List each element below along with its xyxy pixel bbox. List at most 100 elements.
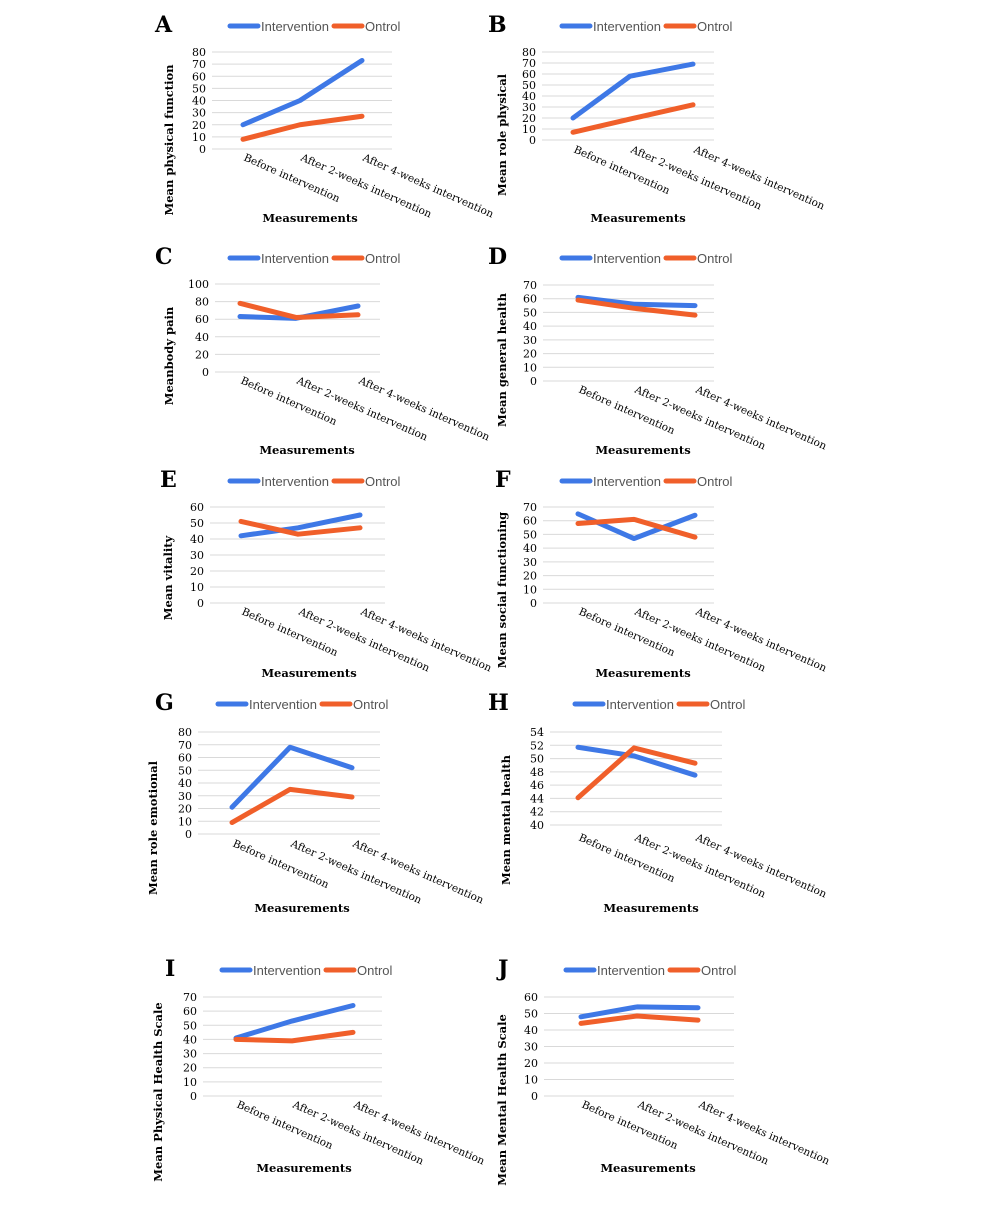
x-axis-title: Measurements bbox=[595, 443, 690, 457]
legend-label: Intervention bbox=[606, 697, 674, 712]
y-tick-label: 40 bbox=[523, 320, 537, 333]
legend-label: Intervention bbox=[261, 474, 329, 489]
y-tick-label: 20 bbox=[178, 803, 192, 816]
legend-label: Ontrol bbox=[357, 963, 393, 978]
y-tick-label: 30 bbox=[523, 334, 537, 347]
y-tick-label: 10 bbox=[183, 1076, 197, 1089]
y-tick-label: 48 bbox=[530, 766, 544, 779]
legend-label: Intervention bbox=[249, 697, 317, 712]
y-tick-label: 80 bbox=[192, 46, 206, 59]
y-tick-label: 50 bbox=[190, 517, 204, 530]
y-tick-label: 50 bbox=[523, 528, 537, 541]
chart-panel-c: C Intervention Ontrol 0 20 40 60 80 100 Before in… bbox=[155, 244, 492, 457]
y-tick-label: 0 bbox=[190, 1090, 197, 1103]
y-tick-label: 42 bbox=[530, 806, 544, 819]
panel-label: C bbox=[155, 244, 173, 270]
y-tick-label: 0 bbox=[529, 134, 536, 147]
legend-label: Intervention bbox=[593, 474, 661, 489]
y-tick-label: 80 bbox=[178, 726, 192, 739]
y-tick-label: 10 bbox=[190, 581, 204, 594]
y-tick-label: 40 bbox=[524, 1024, 538, 1037]
y-axis-title: Meanbody pain bbox=[162, 306, 176, 405]
legend-label: Ontrol bbox=[697, 474, 733, 489]
y-tick-label: 70 bbox=[522, 57, 536, 70]
y-axis-title: Mean physical function bbox=[162, 64, 176, 216]
y-tick-label: 40 bbox=[530, 819, 544, 832]
y-tick-label: 10 bbox=[523, 361, 537, 374]
y-tick-label: 40 bbox=[523, 542, 537, 555]
y-tick-label: 30 bbox=[178, 790, 192, 803]
x-category-label: Before intervention bbox=[577, 384, 677, 437]
y-tick-label: 60 bbox=[178, 752, 192, 765]
series-line-control bbox=[570, 102, 696, 135]
panel-label: D bbox=[488, 244, 507, 270]
y-tick-label: 10 bbox=[522, 123, 536, 136]
y-tick-label: 20 bbox=[523, 570, 537, 583]
y-tick-label: 50 bbox=[192, 82, 206, 95]
legend-label: Ontrol bbox=[697, 19, 733, 34]
y-tick-label: 80 bbox=[522, 46, 536, 59]
y-tick-label: 20 bbox=[523, 348, 537, 361]
y-tick-label: 30 bbox=[523, 556, 537, 569]
x-axis-title: Measurements bbox=[259, 443, 354, 457]
series-line-intervention bbox=[240, 57, 365, 128]
y-tick-label: 30 bbox=[183, 1048, 197, 1061]
y-tick-label: 70 bbox=[523, 501, 537, 514]
y-axis-title: Mean vitality bbox=[161, 535, 175, 620]
y-tick-label: 10 bbox=[523, 583, 537, 596]
y-tick-label: 54 bbox=[530, 726, 544, 739]
y-tick-label: 70 bbox=[183, 991, 197, 1004]
y-tick-label: 50 bbox=[524, 1008, 538, 1021]
y-axis-title: Mean general health bbox=[495, 292, 509, 427]
y-tick-label: 100 bbox=[188, 278, 209, 291]
y-tick-label: 60 bbox=[192, 70, 206, 83]
y-tick-label: 10 bbox=[192, 131, 206, 144]
legend-label: Intervention bbox=[261, 251, 329, 266]
y-tick-label: 50 bbox=[530, 753, 544, 766]
legend-label: Intervention bbox=[253, 963, 321, 978]
y-tick-label: 0 bbox=[185, 828, 192, 841]
y-tick-label: 70 bbox=[178, 739, 192, 752]
y-tick-label: 60 bbox=[523, 515, 537, 528]
x-axis-title: Measurements bbox=[256, 1161, 351, 1175]
y-axis-title: Mean mental health bbox=[499, 754, 513, 885]
x-axis-title: Measurements bbox=[590, 211, 685, 225]
y-tick-label: 20 bbox=[190, 565, 204, 578]
panel-label: F bbox=[495, 467, 511, 493]
y-tick-label: 70 bbox=[523, 279, 537, 292]
series-line-control bbox=[229, 786, 355, 826]
x-axis-title: Measurements bbox=[262, 211, 357, 225]
y-tick-label: 80 bbox=[195, 296, 209, 309]
y-tick-label: 0 bbox=[530, 375, 537, 388]
legend-label: Ontrol bbox=[365, 474, 401, 489]
x-category-label: Before intervention bbox=[577, 832, 677, 885]
x-axis-title: Measurements bbox=[261, 666, 356, 680]
panel-label: I bbox=[165, 956, 175, 982]
y-tick-label: 40 bbox=[178, 777, 192, 790]
y-tick-label: 46 bbox=[530, 779, 544, 792]
x-category-label: Before intervention bbox=[577, 606, 677, 659]
y-tick-label: 30 bbox=[192, 107, 206, 120]
y-tick-label: 50 bbox=[523, 306, 537, 319]
y-tick-label: 20 bbox=[524, 1057, 538, 1070]
y-tick-label: 20 bbox=[183, 1062, 197, 1075]
y-tick-label: 60 bbox=[195, 313, 209, 326]
panel-label: E bbox=[160, 467, 177, 493]
legend-label: Intervention bbox=[593, 19, 661, 34]
y-tick-label: 0 bbox=[531, 1090, 538, 1103]
y-axis-title: Mean role emotional bbox=[146, 760, 160, 895]
y-tick-label: 0 bbox=[530, 597, 537, 610]
y-tick-label: 50 bbox=[522, 79, 536, 92]
y-tick-label: 40 bbox=[522, 90, 536, 103]
y-tick-label: 50 bbox=[178, 764, 192, 777]
legend-label: Intervention bbox=[593, 251, 661, 266]
legend-label: Ontrol bbox=[353, 697, 389, 712]
y-tick-label: 30 bbox=[190, 549, 204, 562]
y-tick-label: 70 bbox=[192, 58, 206, 71]
y-tick-label: 60 bbox=[183, 1005, 197, 1018]
